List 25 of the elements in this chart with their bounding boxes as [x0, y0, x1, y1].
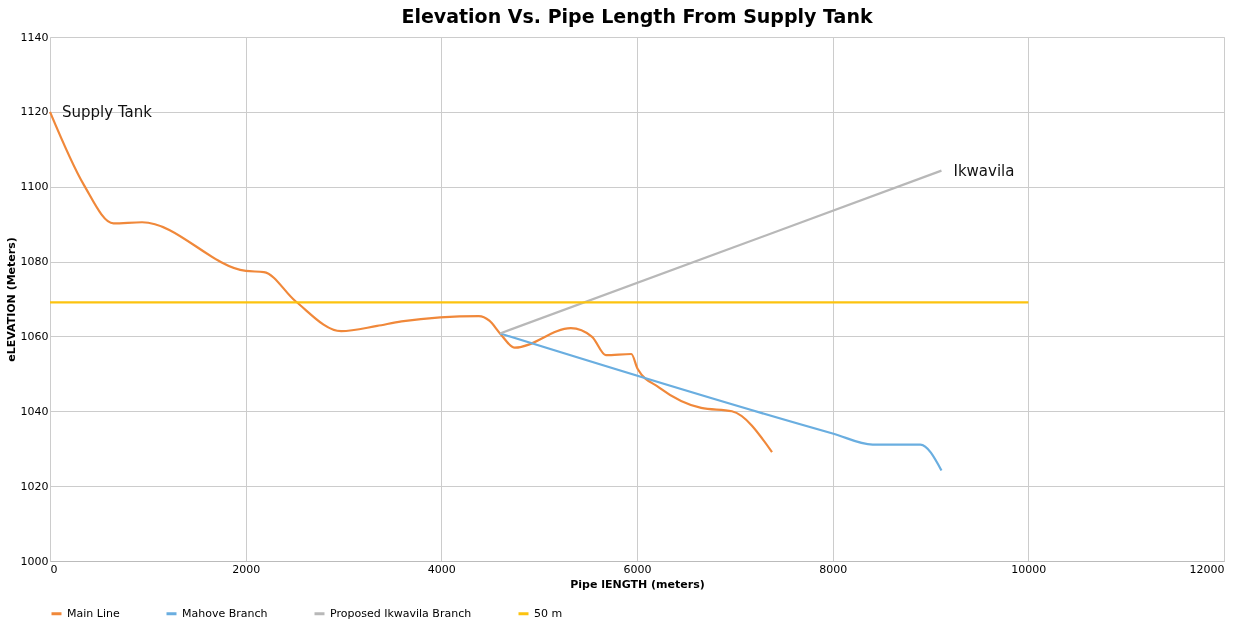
- annotation: Supply Tank: [62, 102, 153, 121]
- annotation: Ikwavila: [953, 161, 1015, 180]
- y-tick-label: 1120: [20, 105, 49, 119]
- x-tick-label: 6000: [623, 562, 652, 576]
- line-series: [498, 332, 943, 472]
- x-tick-label: 4000: [427, 562, 456, 576]
- legend-label: Proposed Ikwavila Branch: [330, 606, 472, 620]
- chart-title: Elevation Vs. Pipe Length From Supply Tank: [401, 5, 873, 27]
- y-tick-label: 1020: [20, 479, 49, 493]
- legend-label: Mahove Branch: [182, 606, 268, 620]
- x-tick-label: 12000: [1189, 562, 1225, 576]
- x-tick-label: 2000: [232, 562, 261, 576]
- x-tick-label: 0: [50, 562, 58, 576]
- x-tick-label: 10000: [1011, 562, 1047, 576]
- y-tick-label: 1140: [20, 30, 49, 44]
- y-tick-label: 1000: [20, 554, 49, 568]
- legend-label: 50 m: [534, 606, 563, 620]
- x-tick-label: 8000: [819, 562, 848, 576]
- y-tick-label: 1080: [20, 255, 49, 269]
- x-axis-title: Pipe lENGTH (meters): [570, 577, 705, 591]
- y-tick-label: 1060: [20, 329, 49, 343]
- y-tick-label: 1040: [20, 404, 49, 418]
- legend-label: Main Line: [67, 606, 120, 620]
- y-tick-label: 1100: [20, 180, 49, 194]
- y-axis-title: eLEVATION (Meters): [4, 237, 18, 362]
